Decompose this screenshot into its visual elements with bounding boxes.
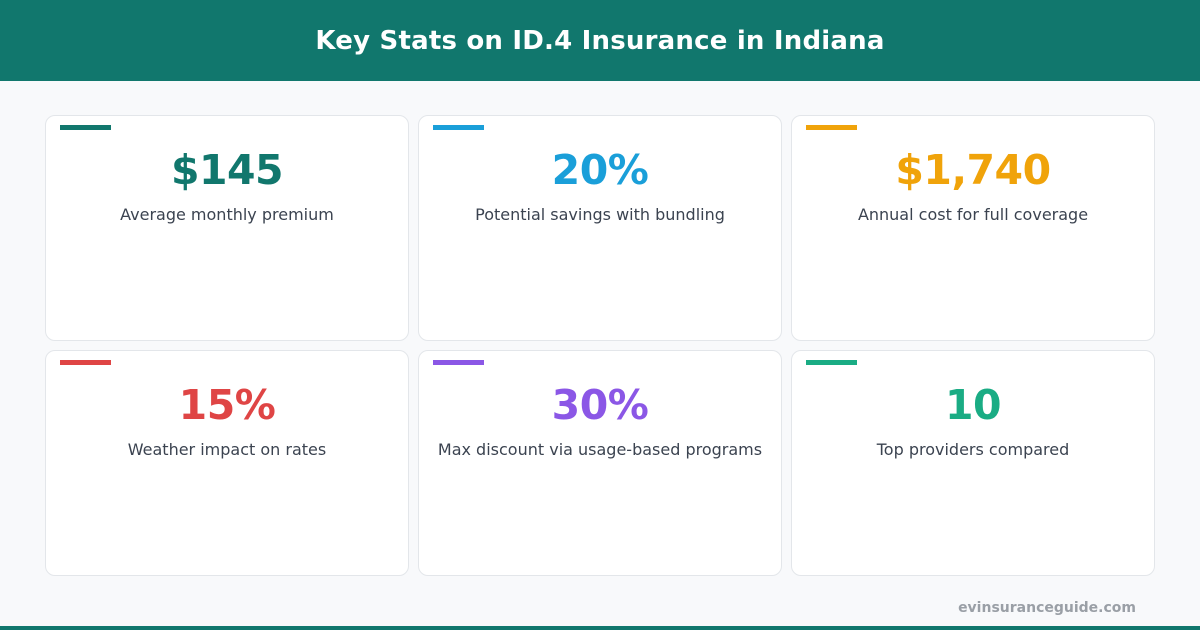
stat-label: Average monthly premium	[120, 205, 334, 224]
card-accent-bar	[60, 125, 111, 130]
page-title: Key Stats on ID.4 Insurance in Indiana	[315, 25, 885, 56]
stat-card: $1,740 Annual cost for full coverage	[791, 115, 1155, 341]
stat-label: Max discount via usage-based programs	[437, 440, 763, 459]
stat-label: Weather impact on rates	[127, 440, 327, 459]
stats-grid: $145 Average monthly premium 20% Potenti…	[45, 115, 1155, 576]
card-accent-bar	[806, 360, 857, 365]
card-accent-bar	[806, 125, 857, 130]
stat-card: 20% Potential savings with bundling	[418, 115, 782, 341]
stat-label: Potential savings with bundling	[475, 205, 725, 224]
stat-card: 10 Top providers compared	[791, 350, 1155, 576]
stat-value: 30%	[551, 381, 649, 429]
footer-site-name: evinsuranceguide.com	[958, 600, 1136, 616]
stat-value: $145	[170, 146, 284, 194]
card-accent-bar	[433, 125, 484, 130]
stat-value: 20%	[551, 146, 649, 194]
card-accent-bar	[60, 360, 111, 365]
card-accent-bar	[433, 360, 484, 365]
stat-card: 30% Max discount via usage-based program…	[418, 350, 782, 576]
stat-value: $1,740	[895, 146, 1051, 194]
stat-value: 10	[944, 381, 1002, 429]
stat-label: Annual cost for full coverage	[857, 205, 1089, 224]
header-banner: Key Stats on ID.4 Insurance in Indiana	[0, 0, 1200, 81]
stat-label: Top providers compared	[876, 440, 1070, 459]
stat-card: 15% Weather impact on rates	[45, 350, 409, 576]
stat-card: $145 Average monthly premium	[45, 115, 409, 341]
footer-bar	[0, 626, 1200, 630]
stat-value: 15%	[178, 381, 276, 429]
